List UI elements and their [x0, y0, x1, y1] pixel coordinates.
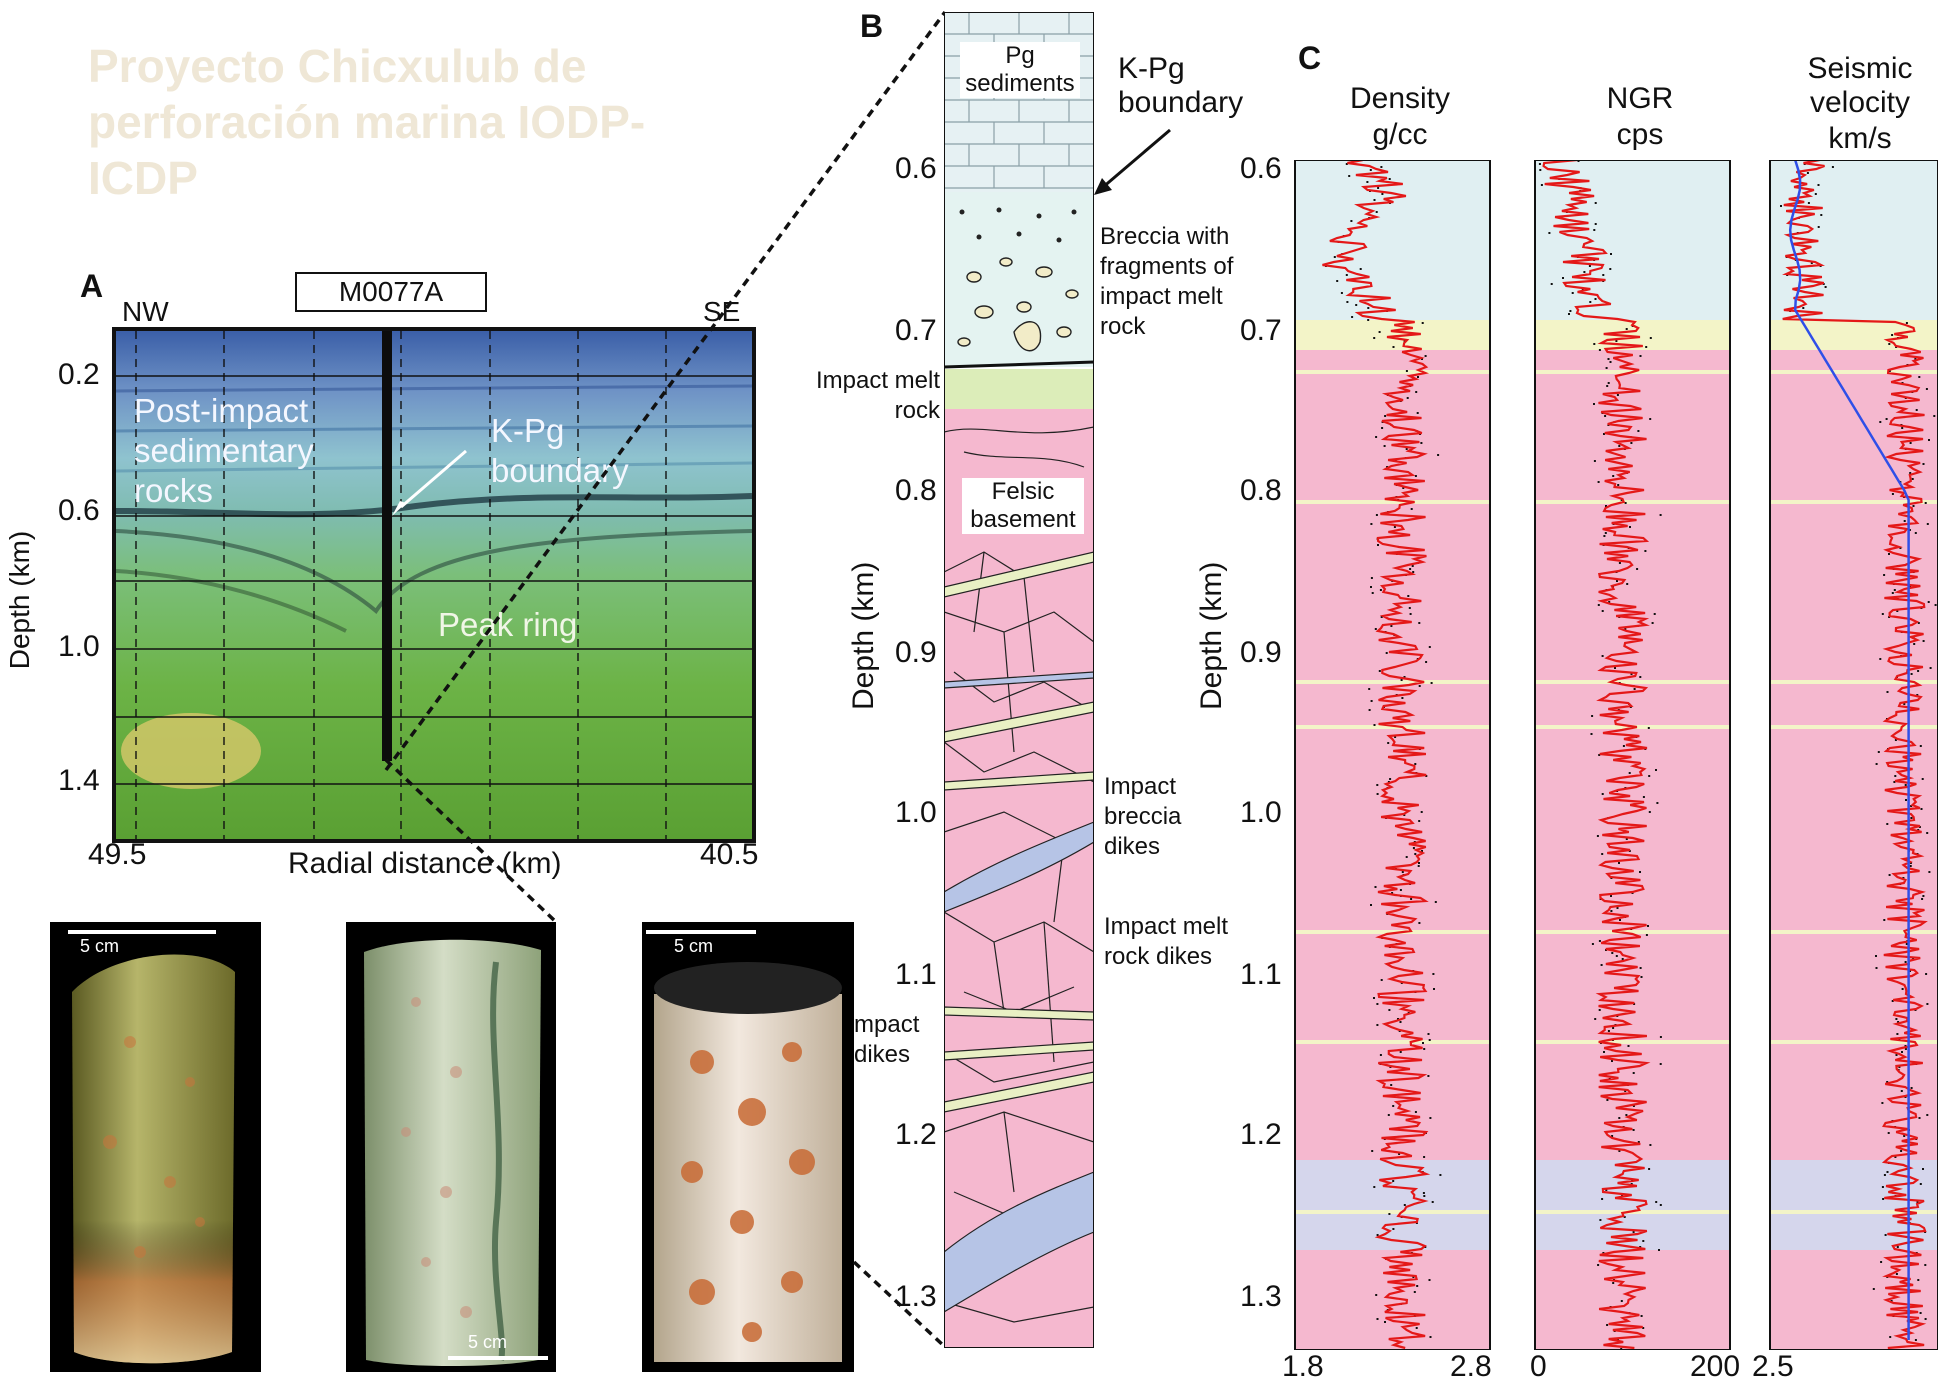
scale-bar-2 — [448, 1356, 548, 1360]
velocity-title: Seismic velocity — [1807, 52, 1913, 119]
b-y-tick: 1.3 — [895, 1280, 937, 1313]
core-image-1 — [72, 954, 235, 1364]
density-title: Density — [1349, 82, 1451, 115]
density-x-min: 1.8 — [1282, 1350, 1324, 1383]
c-y-tick: 0.8 — [1240, 474, 1282, 507]
b-y-tick: 0.7 — [895, 314, 937, 347]
breccia-label: Breccia with fragments of impact melt ro… — [1100, 223, 1234, 340]
scale-label-2: 5 cm — [468, 1332, 508, 1352]
b-y-tick: 0.8 — [895, 474, 937, 507]
stratigraphic-column — [943, 11, 1095, 1349]
impact-dikes-label: mpact dikes — [854, 1011, 920, 1068]
melt-dikes-label: Impact melt rock dikes — [1104, 913, 1229, 970]
b-y-tick: 1.2 — [895, 1118, 937, 1151]
ngr-title: NGR — [1606, 82, 1674, 115]
c-y-tick: 1.2 — [1240, 1118, 1282, 1151]
c-y-tick: 1.3 — [1240, 1280, 1282, 1313]
log-track — [1534, 160, 1731, 1350]
panel-a-letter: A — [80, 268, 104, 304]
c-y-tick: 0.6 — [1240, 152, 1282, 185]
felsic-basement-label: Felsic basement — [962, 478, 1084, 534]
c-y-tick: 0.9 — [1240, 636, 1282, 669]
a-y-tick: 1.0 — [58, 630, 100, 663]
ngr-unit: cps — [1616, 118, 1664, 151]
b-y-tick: 0.6 — [895, 152, 937, 185]
a-x-left: 49.5 — [88, 838, 147, 871]
a-x-right: 40.5 — [700, 838, 759, 871]
log-tracks — [1294, 160, 1938, 1350]
core-image-3 — [654, 962, 842, 1362]
c-y-label: Depth (km) — [1195, 561, 1228, 710]
c-y-tick: 1.1 — [1240, 958, 1282, 991]
well-label: M0077A — [338, 276, 444, 307]
post-impact-label: Post-impact sedimentary rocks — [134, 392, 314, 509]
core-photo-1: 5 cm — [50, 922, 261, 1372]
ngr-x-min: 0 — [1530, 1350, 1547, 1383]
scale-label-1: 5 cm — [80, 936, 120, 956]
a-y-tick: 0.2 — [58, 358, 100, 391]
core-photo-2: 5 cm — [346, 922, 556, 1372]
density-x-max: 2.8 — [1450, 1350, 1492, 1383]
log-track — [1294, 160, 1491, 1350]
b-y-tick: 0.9 — [895, 636, 937, 669]
b-y-label: Depth (km) — [847, 561, 880, 710]
b-y-tick: 1.1 — [895, 958, 937, 991]
c-y-tick: 1.0 — [1240, 796, 1282, 829]
scale-bar-3 — [646, 930, 756, 934]
c-y-tick: 0.7 — [1240, 314, 1282, 347]
breccia-dikes-label: Impact breccia dikes — [1104, 773, 1182, 860]
scale-bar-1 — [68, 930, 216, 934]
velocity-unit: km/s — [1828, 122, 1892, 155]
kpg-arrow — [1094, 128, 1171, 195]
panel-b-letter: B — [860, 8, 884, 44]
impact-melt-rock-label: Impact melt rock — [815, 367, 940, 424]
se-label: SE — [703, 296, 741, 327]
column-svg — [943, 11, 1095, 1349]
well-label-box: M0077A — [295, 272, 487, 312]
kpg-boundary-label-b: K-Pg boundary — [1118, 52, 1244, 119]
log-track — [1769, 160, 1938, 1350]
scale-label-3: 5 cm — [674, 936, 714, 956]
a-x-label: Radial distance (km) — [288, 847, 562, 880]
watermark-title: Proyecto Chicxulub de perforación marina… — [88, 40, 646, 204]
density-unit: g/cc — [1372, 118, 1428, 151]
panel-c-letter: C — [1298, 40, 1322, 76]
nw-label: NW — [122, 296, 169, 327]
a-y-tick: 1.4 — [58, 764, 100, 797]
pg-sediments-label: Pg sediments — [960, 42, 1080, 98]
core-image-2 — [364, 939, 541, 1366]
peak-ring-label: Peak ring — [438, 606, 578, 643]
velocity-x-min: 2.5 — [1752, 1350, 1794, 1383]
b-y-tick: 1.0 — [895, 796, 937, 829]
a-y-tick: 0.6 — [58, 494, 100, 527]
core-photo-3: 5 cm — [642, 922, 854, 1372]
ngr-x-max: 200 — [1690, 1350, 1741, 1383]
